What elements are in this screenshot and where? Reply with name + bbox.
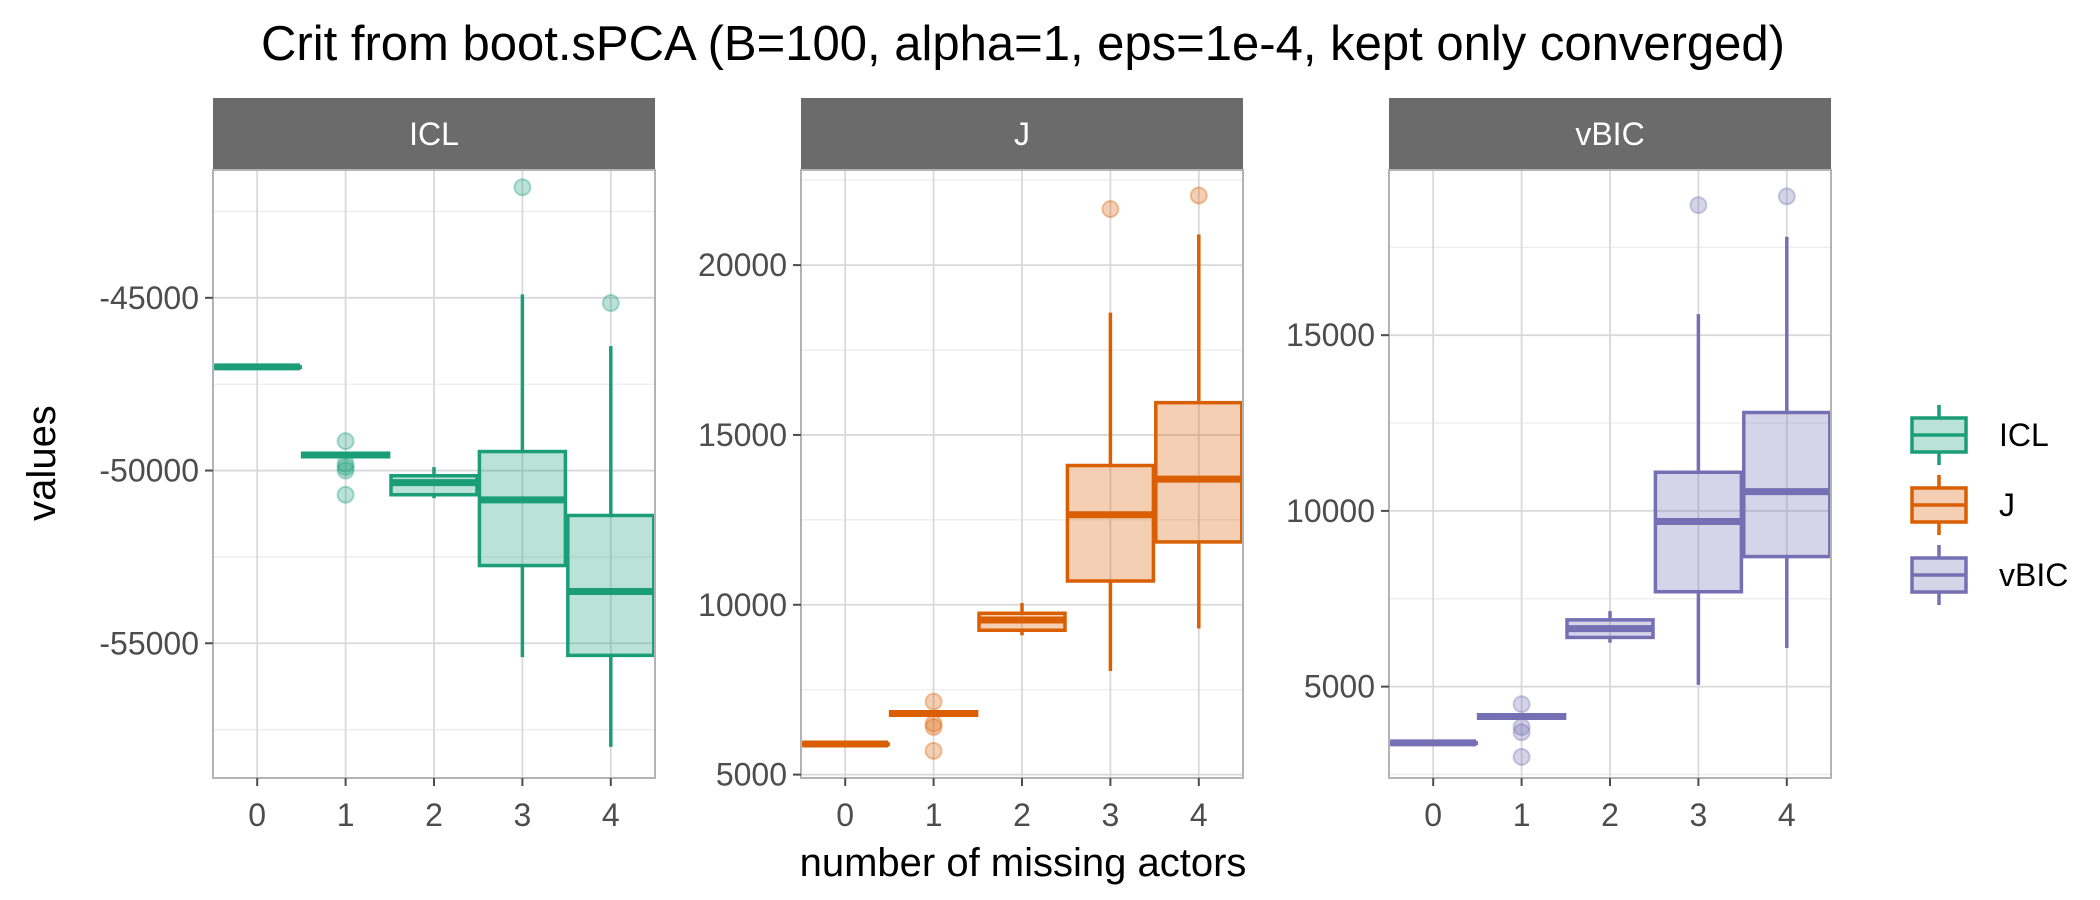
y-tick-label: -45000	[99, 280, 199, 316]
y-tick-label: -55000	[99, 625, 199, 661]
y-tick-label: -50000	[99, 453, 199, 489]
legend-item-vbic: vBIC	[1910, 545, 2068, 605]
outlier-point	[336, 432, 355, 451]
box-iqr	[1065, 463, 1156, 583]
box-vbic-1	[1476, 695, 1567, 766]
x-tick-label: 2	[1013, 797, 1031, 833]
x-tick-label: 3	[1690, 797, 1708, 833]
facet-strip-label: vBIC	[1575, 116, 1644, 152]
x-tick-label: 2	[1601, 797, 1619, 833]
x-tick-label: 4	[1190, 797, 1208, 833]
x-tick-label: 2	[425, 797, 443, 833]
facet-strip	[1389, 98, 1831, 170]
outlier-point	[924, 741, 943, 760]
box-j-0	[800, 740, 890, 748]
x-tick-label: 1	[925, 797, 943, 833]
y-tick-label: 5000	[1304, 669, 1375, 705]
box-icl-4	[566, 294, 656, 747]
box-icl-1	[300, 432, 391, 504]
legend-item-j: J	[1910, 475, 2015, 535]
box-iqr	[1154, 400, 1244, 544]
box-icl-0	[212, 363, 302, 371]
facet-strip	[801, 98, 1243, 170]
box-iqr	[1742, 410, 1832, 559]
outlier-point	[1777, 187, 1796, 206]
outlier-point	[336, 454, 355, 473]
outlier-point	[1512, 747, 1531, 766]
box-iqr	[566, 513, 656, 658]
facet-icl: ICL -55000 -50000 -45000 0 1 2 3 4	[99, 98, 656, 833]
outlier-point	[513, 178, 532, 197]
box-vbic-4	[1742, 187, 1832, 648]
outlier-point	[924, 692, 943, 711]
box-iqr	[1653, 470, 1744, 594]
facet-strip-label: ICL	[409, 116, 459, 152]
legend-item-icl: ICL	[1910, 405, 2049, 465]
y-tick-label: 10000	[1286, 493, 1375, 529]
facet-strip	[213, 98, 655, 170]
y-tick-label: 10000	[698, 587, 787, 623]
legend-label: vBIC	[1999, 557, 2068, 593]
box-vbic-3	[1653, 196, 1744, 685]
outlier-point	[601, 294, 620, 312]
box-icl-2	[389, 467, 479, 499]
outlier-point	[336, 485, 355, 504]
outlier-point	[336, 461, 355, 480]
box-iqr	[477, 449, 568, 568]
facet-vbic: vBIC 5000 10000 15000 0 1 2 3 4	[1286, 98, 1832, 833]
outlier-point	[1512, 723, 1531, 742]
x-tick-label: 4	[602, 797, 620, 833]
facet-strip-label: J	[1014, 116, 1030, 152]
outlier-point	[924, 714, 943, 733]
y-tick-label: 5000	[716, 757, 787, 793]
y-axis-title: values	[20, 405, 64, 521]
x-tick-label: 1	[1513, 797, 1531, 833]
chart-title: Crit from boot.sPCA (B=100, alpha=1, eps…	[261, 17, 1785, 71]
outlier-point	[1189, 186, 1208, 205]
y-tick-label: 15000	[698, 417, 787, 453]
outlier-point	[1689, 196, 1708, 215]
outlier-point	[1512, 718, 1531, 737]
box-j-1	[888, 692, 979, 760]
legend-label: J	[1999, 487, 2015, 523]
y-tick-label: 20000	[698, 247, 787, 283]
x-tick-label: 0	[248, 797, 266, 833]
facet-j: J 5000 10000 15000 20000 0 1 2 3 4	[698, 98, 1244, 833]
outlier-point	[1512, 695, 1531, 714]
box-vbic-2	[1565, 611, 1655, 643]
x-tick-label: 1	[337, 797, 355, 833]
x-axis-title: number of missing actors	[800, 841, 1247, 885]
x-tick-label: 3	[514, 797, 532, 833]
x-tick-label: 4	[1778, 797, 1796, 833]
legend-label: ICL	[1999, 417, 2049, 453]
outlier-point	[1101, 200, 1120, 219]
y-tick-label: 15000	[1286, 317, 1375, 353]
box-j-2	[977, 603, 1067, 636]
box-icl-3	[477, 178, 568, 658]
outlier-point	[336, 458, 355, 477]
x-tick-label: 0	[836, 797, 854, 833]
x-tick-label: 3	[1102, 797, 1120, 833]
box-j-4	[1154, 186, 1244, 629]
outlier-point	[924, 718, 943, 737]
x-tick-label: 0	[1424, 797, 1442, 833]
box-vbic-0	[1388, 739, 1478, 747]
box-j-3	[1065, 200, 1156, 672]
